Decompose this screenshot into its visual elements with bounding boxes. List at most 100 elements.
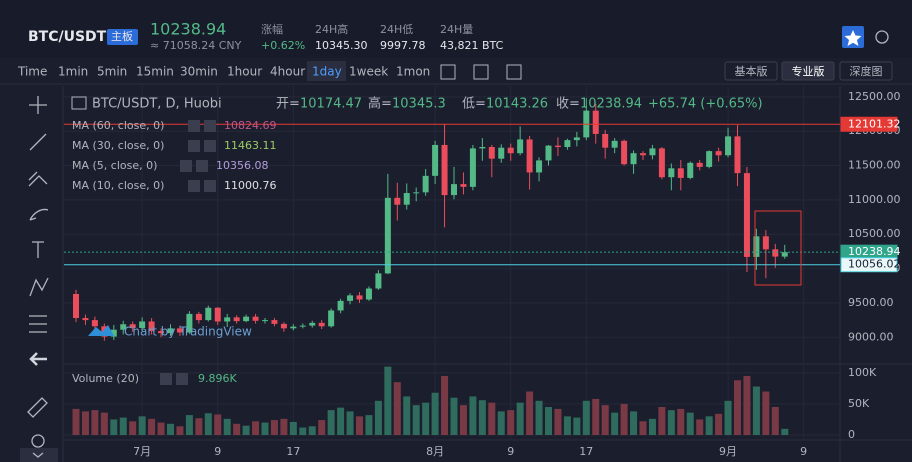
interval[interactable]: 1mon — [396, 65, 430, 79]
crosshair-tool[interactable] — [29, 96, 47, 114]
pattern-tool[interactable] — [29, 277, 49, 297]
volume-bar — [781, 428, 789, 435]
view-label[interactable]: 深度图 — [850, 64, 883, 78]
volume-bar — [526, 391, 534, 435]
stat-label: 24H高 — [315, 22, 348, 36]
interval[interactable]: 1min — [58, 65, 88, 79]
volume-bar — [459, 405, 467, 435]
candle-body — [224, 317, 231, 322]
text-tool[interactable] — [32, 241, 44, 258]
candle-body — [129, 324, 136, 328]
volume-bar — [545, 407, 552, 435]
interval[interactable]: 1hour — [227, 65, 262, 79]
change: +65.74 (+0.65%) — [648, 97, 763, 112]
tool-icon[interactable] — [440, 64, 456, 80]
volume-bar — [337, 407, 345, 435]
candle-body — [772, 249, 779, 257]
volume-bar — [630, 411, 638, 435]
volume-bar — [91, 410, 99, 435]
candle-body — [441, 144, 448, 196]
candle-body — [337, 300, 344, 311]
interval[interactable]: 1week — [349, 65, 388, 79]
tool-icon[interactable] — [506, 64, 522, 80]
line-tool[interactable] — [29, 133, 47, 151]
volume-bar — [450, 397, 458, 435]
candle-body — [592, 110, 599, 134]
volume-bar — [658, 407, 666, 435]
volume-bar — [119, 417, 127, 435]
volume-bar — [195, 418, 203, 435]
volume-bar — [431, 392, 439, 435]
interval[interactable]: 4hour — [270, 65, 305, 79]
ma-close[interactable] — [196, 160, 208, 172]
board-badge[interactable] — [107, 29, 138, 45]
volume-bar — [393, 382, 401, 435]
volume-settings[interactable] — [160, 373, 172, 385]
interval[interactable]: 1day — [312, 65, 342, 79]
ruler-tool[interactable] — [27, 397, 48, 418]
volume-tick-label: 100K — [848, 366, 877, 379]
volume-bar — [261, 422, 269, 435]
volume-bar — [611, 412, 619, 435]
interval[interactable]: Time — [17, 65, 47, 79]
chevron — [32, 452, 44, 458]
volume-bar — [422, 402, 430, 435]
ma-close[interactable] — [204, 180, 216, 192]
interval[interactable]: 15min — [136, 65, 174, 79]
back-tool[interactable] — [29, 352, 47, 366]
ohlc-label: 收= — [556, 97, 580, 112]
drawing-tools — [20, 96, 58, 462]
candle-body — [422, 175, 429, 193]
fib-tool[interactable] — [29, 315, 47, 333]
candle-body — [158, 331, 165, 334]
view-label[interactable]: 专业版 — [792, 64, 825, 78]
view-button[interactable] — [781, 61, 835, 81]
volume-bar — [469, 396, 477, 435]
candle-body — [243, 316, 250, 322]
candle-body — [526, 139, 533, 173]
view-label[interactable]: 基本版 — [735, 64, 768, 78]
volume-bar — [176, 426, 184, 435]
view-button[interactable] — [724, 61, 778, 81]
ma-close[interactable] — [204, 120, 216, 132]
candle-body — [167, 328, 174, 334]
expand-button[interactable] — [20, 448, 58, 462]
candle-body — [356, 295, 363, 300]
candle-body — [611, 140, 618, 148]
volume-tick-label: 50K — [848, 397, 870, 410]
volume-bar — [686, 412, 694, 435]
volume-bar — [308, 426, 316, 435]
brush-tool[interactable] — [29, 208, 49, 221]
candle-body — [384, 197, 391, 274]
candle-body — [696, 162, 703, 167]
tool-icon[interactable] — [473, 64, 489, 80]
candle-body — [139, 321, 146, 328]
view-button[interactable] — [839, 61, 893, 81]
zoom-tool[interactable] — [31, 434, 45, 448]
candle-body — [498, 147, 505, 159]
candle-body — [564, 140, 571, 148]
ma-settings[interactable] — [188, 180, 200, 192]
x-tick-label: 17 — [286, 445, 300, 458]
volume-bar — [204, 413, 212, 435]
interval[interactable]: 30min — [180, 65, 218, 79]
volume-bar — [441, 375, 449, 435]
volume-bar — [592, 398, 600, 435]
ma-settings[interactable] — [188, 120, 200, 132]
ma-settings[interactable] — [188, 140, 200, 152]
ma-close[interactable] — [204, 140, 216, 152]
ma-settings[interactable] — [180, 160, 192, 172]
volume-bar — [233, 423, 241, 435]
ma-label: MA (60, close, 0) — [72, 119, 164, 132]
candle-body — [677, 168, 684, 178]
volume-title: Volume (20) — [72, 372, 139, 385]
volume-close[interactable] — [176, 373, 188, 385]
cny-price: ≈ 71058.24 CNY — [150, 39, 242, 52]
interval[interactable]: 5min — [97, 65, 127, 79]
candle-body — [432, 144, 439, 176]
volume-bar — [507, 410, 515, 435]
board[interactable]: 主板 — [111, 29, 133, 43]
theme-icon[interactable] — [875, 30, 889, 44]
channel-tool[interactable] — [28, 171, 48, 187]
